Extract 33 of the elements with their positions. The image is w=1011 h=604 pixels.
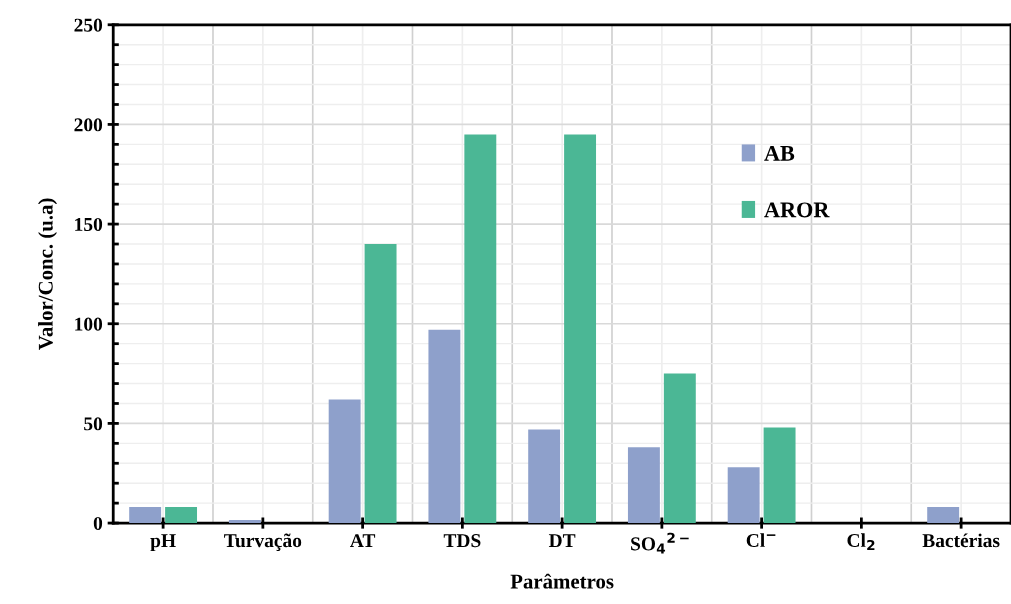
x-tick-label: AT: [350, 534, 376, 547]
bar: [165, 507, 198, 524]
legend-label: AB: [764, 145, 795, 161]
legend-label: AROR: [764, 202, 830, 218]
bar: [564, 134, 597, 524]
y-tick-label: 200: [74, 118, 103, 132]
bar: [763, 427, 796, 524]
y-tick-label: 0: [93, 516, 103, 530]
y-tick-label: 250: [74, 18, 103, 32]
x-tick-label: Cl$^{−}$: [746, 533, 776, 548]
bar: [627, 447, 660, 524]
x-tick-label: DT: [548, 534, 576, 548]
bar: [464, 134, 497, 524]
y-tick-label: 150: [75, 217, 103, 232]
bar: [663, 373, 696, 524]
x-tick-label: pH: [150, 534, 176, 552]
y-tick-label: 100: [75, 317, 103, 331]
bar: [727, 467, 760, 524]
bar: [528, 429, 561, 524]
bar: [328, 399, 361, 524]
x-tick-label: Bactérias: [922, 533, 1000, 548]
bar: [228, 520, 261, 524]
bar: [364, 244, 397, 524]
x-tick-label: SO$_{4}$$^{2−}$: [631, 532, 689, 554]
y-axis-title: Valor/Conc. (u.a): [38, 198, 57, 350]
x-tick-label: TDS: [443, 534, 481, 548]
bar: [927, 507, 960, 524]
bar: [428, 329, 461, 524]
x-tick-label: Cl$_{2}$: [847, 533, 875, 551]
x-tick-label: Turvação: [224, 533, 302, 551]
bar: [129, 507, 162, 524]
y-tick-label: 50: [84, 417, 103, 431]
x-axis-title: Parâmetros: [510, 573, 614, 589]
